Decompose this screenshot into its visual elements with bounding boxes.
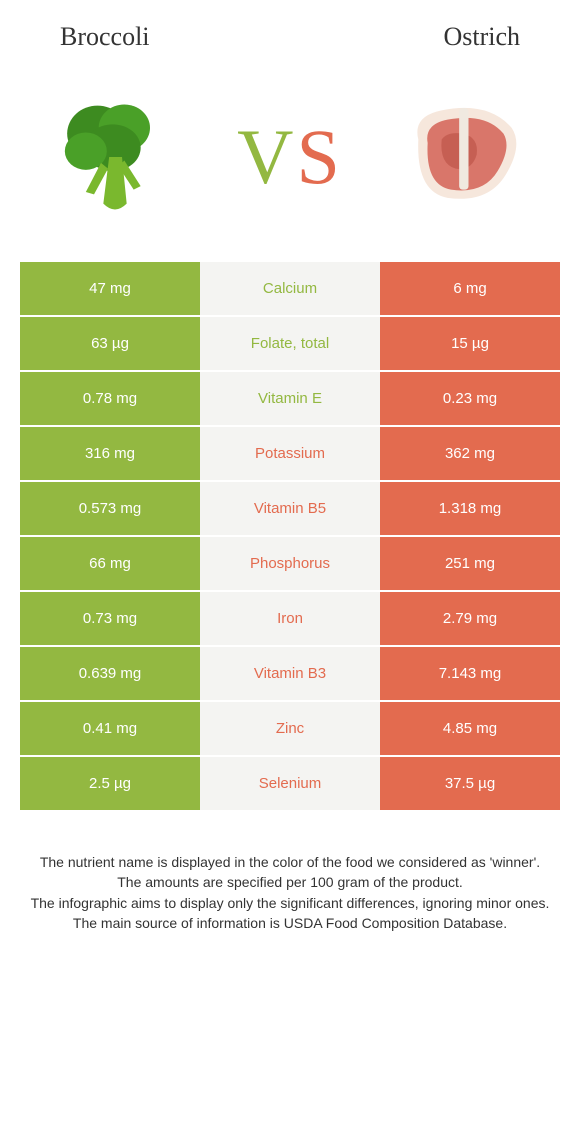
table-row: 0.639 mgVitamin B37.143 mg <box>20 647 560 702</box>
nutrient-name: Potassium <box>200 427 380 480</box>
right-value: 7.143 mg <box>380 647 560 700</box>
right-value: 0.23 mg <box>380 372 560 425</box>
footnote-line: The nutrient name is displayed in the co… <box>30 852 550 872</box>
nutrient-name: Vitamin E <box>200 372 380 425</box>
left-value: 66 mg <box>20 537 200 590</box>
left-value: 2.5 µg <box>20 757 200 810</box>
footnote-line: The infographic aims to display only the… <box>30 893 550 913</box>
footnote: The nutrient name is displayed in the co… <box>30 852 550 933</box>
left-value: 0.639 mg <box>20 647 200 700</box>
food-right-label: Ostrich <box>443 22 520 52</box>
nutrient-name: Folate, total <box>200 317 380 370</box>
left-value: 0.78 mg <box>20 372 200 425</box>
nutrient-name: Iron <box>200 592 380 645</box>
table-row: 0.73 mgIron2.79 mg <box>20 592 560 647</box>
left-value: 0.73 mg <box>20 592 200 645</box>
vs-row: VS <box>0 62 580 262</box>
header-row: Broccoli Ostrich <box>0 0 580 62</box>
vs-label: VS <box>237 112 343 202</box>
left-value: 0.573 mg <box>20 482 200 535</box>
nutrient-name: Calcium <box>200 262 380 315</box>
right-value: 251 mg <box>380 537 560 590</box>
vs-s: S <box>296 113 342 200</box>
right-value: 4.85 mg <box>380 702 560 755</box>
left-value: 63 µg <box>20 317 200 370</box>
table-row: 0.78 mgVitamin E0.23 mg <box>20 372 560 427</box>
right-value: 1.318 mg <box>380 482 560 535</box>
footnote-line: The main source of information is USDA F… <box>30 913 550 933</box>
table-row: 0.573 mgVitamin B51.318 mg <box>20 482 560 537</box>
table-row: 63 µgFolate, total15 µg <box>20 317 560 372</box>
footnote-line: The amounts are specified per 100 gram o… <box>30 872 550 892</box>
right-value: 362 mg <box>380 427 560 480</box>
nutrient-name: Vitamin B5 <box>200 482 380 535</box>
right-value: 37.5 µg <box>380 757 560 810</box>
meat-icon <box>390 82 540 232</box>
table-row: 316 mgPotassium362 mg <box>20 427 560 482</box>
left-value: 316 mg <box>20 427 200 480</box>
broccoli-icon <box>40 82 190 232</box>
nutrient-table: 47 mgCalcium6 mg63 µgFolate, total15 µg0… <box>20 262 560 812</box>
nutrient-name: Zinc <box>200 702 380 755</box>
table-row: 66 mgPhosphorus251 mg <box>20 537 560 592</box>
right-value: 6 mg <box>380 262 560 315</box>
table-row: 2.5 µgSelenium37.5 µg <box>20 757 560 812</box>
nutrient-name: Vitamin B3 <box>200 647 380 700</box>
food-left-label: Broccoli <box>60 22 150 52</box>
left-value: 47 mg <box>20 262 200 315</box>
vs-v: V <box>237 113 296 200</box>
nutrient-name: Selenium <box>200 757 380 810</box>
nutrient-name: Phosphorus <box>200 537 380 590</box>
right-value: 2.79 mg <box>380 592 560 645</box>
right-value: 15 µg <box>380 317 560 370</box>
table-row: 47 mgCalcium6 mg <box>20 262 560 317</box>
left-value: 0.41 mg <box>20 702 200 755</box>
table-row: 0.41 mgZinc4.85 mg <box>20 702 560 757</box>
